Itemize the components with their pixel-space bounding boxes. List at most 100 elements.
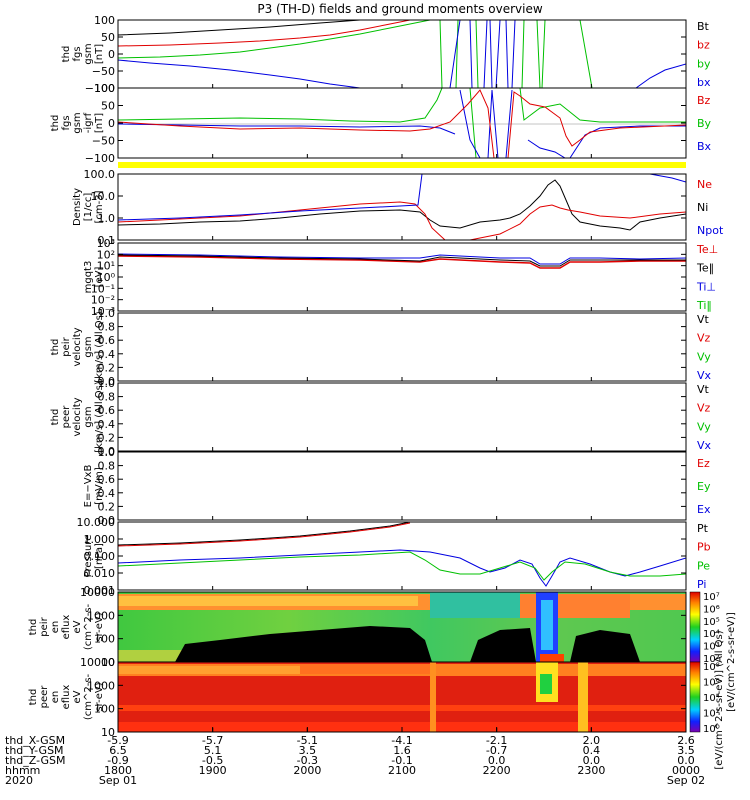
x-tick-value: -0.7: [486, 744, 507, 757]
y-tick-label: 50: [101, 31, 115, 44]
x-tick-value: 0.0: [488, 754, 506, 767]
panel-label: -igrf: [83, 112, 94, 133]
panel-label: gsm: [83, 43, 94, 64]
x-tick-value: 3.5: [677, 744, 695, 757]
y-tick-label: 10²: [97, 248, 115, 261]
panel-label: thd: [61, 46, 72, 63]
x-tick-value: 2100: [388, 764, 416, 777]
peir-colorbar: [689, 591, 701, 663]
y-tick-label: 1.000: [84, 533, 116, 546]
y-tick-label: 10¹: [97, 260, 115, 273]
pt-series-line: [118, 522, 411, 546]
legend-entry: Pt: [697, 522, 709, 535]
colorbar-tick-label: 10⁶: [703, 678, 720, 689]
y-tick-label: 10.000: [77, 516, 116, 529]
y-tick-label: 0.0: [98, 514, 116, 527]
panel-label: peir: [39, 616, 50, 636]
legend-entry: Bx: [697, 140, 712, 153]
y-tick-label: 0.2: [98, 500, 116, 513]
legend-entry: Vz: [697, 332, 711, 345]
y-tick-label: 1.0: [98, 446, 116, 459]
legend-entry: Ez: [697, 457, 710, 470]
panel-label: eflux: [61, 615, 72, 640]
y-tick-label: 10³: [97, 237, 115, 250]
panel-fgs-igrf: [117, 87, 687, 159]
colorbar-label: [eV/(cm^2-s-sr-eV)] (All Qs): [714, 630, 725, 769]
panel-label: sr-eV): [94, 682, 105, 711]
legend-entry: Te⊥: [696, 243, 718, 256]
y-tick-label: 1000: [87, 609, 115, 622]
colorbar-tick-label: 10⁵: [703, 617, 720, 628]
y-tick-label: 100: [94, 82, 115, 95]
legend-entry: Ni: [697, 201, 708, 214]
x-tick-value: 6.5: [109, 744, 127, 757]
x-tick-value: -0.5: [202, 754, 223, 767]
y-tick-label: 10⁻¹: [91, 282, 115, 295]
panel-label: [1/cc]: [83, 193, 94, 222]
panel-label: [mV/m]: [94, 467, 105, 505]
legend-entry: Ne: [697, 178, 712, 191]
y-tick-label: 0: [108, 48, 115, 61]
legend-entry: By: [697, 117, 712, 130]
panel-label: gsm: [83, 336, 94, 357]
x-axis-row-label: thd_Z-GSM: [5, 754, 65, 767]
panel-label: [nT]: [94, 113, 105, 133]
colorbar-tick-label: 10⁶: [703, 604, 720, 615]
legend-entry: Ti‖: [696, 299, 712, 312]
y-tick-label: 10000: [80, 656, 115, 669]
colorbar-label: [eV/(cm^2-s-sr-eV)]: [726, 612, 737, 712]
y-tick-label: 0.2: [98, 361, 116, 374]
npot-series-line: [118, 174, 686, 221]
panel-label: sr-eV): [94, 612, 105, 641]
panel-fgs-gsm: [117, 19, 687, 89]
x-tick-value: 2000: [293, 764, 321, 777]
y-tick-label: −50: [92, 65, 115, 78]
x-tick-value: -5.7: [202, 734, 223, 747]
panel-label: [cm-3]: [94, 190, 105, 223]
legend-entry: Npot: [697, 224, 724, 237]
legend-entry: Ey: [697, 480, 711, 493]
bz-series-line: [118, 20, 411, 47]
y-tick-label: 0.8: [98, 391, 116, 404]
x-tick-value: -2.1: [486, 734, 507, 747]
x-axis-row-label: hhmm: [5, 764, 40, 777]
peer-colorbar: [689, 661, 701, 733]
panel-temperature: [117, 242, 687, 312]
legend-entry: Vt: [697, 313, 710, 326]
y-tick-label: 10: [101, 656, 115, 669]
panel-label: peer: [61, 405, 72, 429]
panel-label: thd: [50, 115, 61, 132]
y-tick-label: 50: [101, 100, 115, 113]
x-tick-value: -0.9: [107, 754, 128, 767]
legend-entry: by: [697, 57, 711, 70]
legend-entry: Vt: [697, 383, 710, 396]
panel-label: E=−VxB: [83, 465, 94, 508]
panel-density: [117, 173, 687, 241]
x-tick-value: 0.4: [583, 744, 601, 757]
legend-entry: Pe: [697, 559, 710, 572]
legend-entry: Te‖: [696, 262, 714, 275]
panel-label: peir: [61, 336, 72, 356]
te-par-series-line: [118, 254, 686, 267]
x-axis-row-label: thd_Y-GSM: [5, 744, 64, 757]
y-tick-label: 0.8: [98, 460, 116, 473]
by-series-line: [118, 20, 593, 88]
panel-label: thd: [50, 339, 61, 356]
x-tick-value: 2.6: [677, 734, 695, 747]
colorbar-tick-label: 10⁴: [703, 693, 720, 704]
panel-peer-velocity: [117, 382, 687, 452]
colorbar-tick-label: 10⁸: [703, 662, 720, 673]
y-tick-label: 0.8: [98, 321, 116, 334]
y-tick-label: 100: [94, 703, 115, 716]
y-tick-label: −50: [92, 135, 115, 148]
panel-label: velocity: [72, 397, 83, 436]
panel-label: gsm: [72, 112, 83, 133]
panel-label: fgs: [72, 46, 83, 61]
y-tick-label: 1000: [87, 679, 115, 692]
ni-series-line: [118, 179, 686, 231]
panel-peer-spectrogram: [117, 661, 687, 733]
y-tick-label: 100.0: [84, 168, 116, 181]
panel-label: eV: [72, 690, 83, 703]
x-tick-value: 5.1: [204, 744, 222, 757]
